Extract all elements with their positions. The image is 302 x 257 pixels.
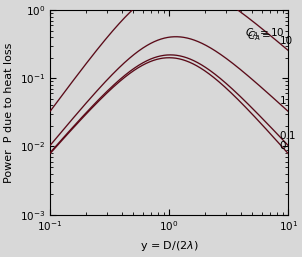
Text: 0.1: 0.1 [280, 132, 296, 142]
Text: $C_A = $: $C_A = $ [247, 29, 271, 43]
Text: 0: 0 [280, 141, 286, 151]
Text: $C_A = 10$: $C_A = 10$ [245, 26, 284, 40]
Text: 1: 1 [280, 96, 286, 106]
X-axis label: y = D/(2$\lambda$): y = D/(2$\lambda$) [140, 239, 198, 253]
Y-axis label: Power  P due to heat loss: Power P due to heat loss [4, 42, 14, 182]
Text: 10: 10 [280, 36, 293, 46]
